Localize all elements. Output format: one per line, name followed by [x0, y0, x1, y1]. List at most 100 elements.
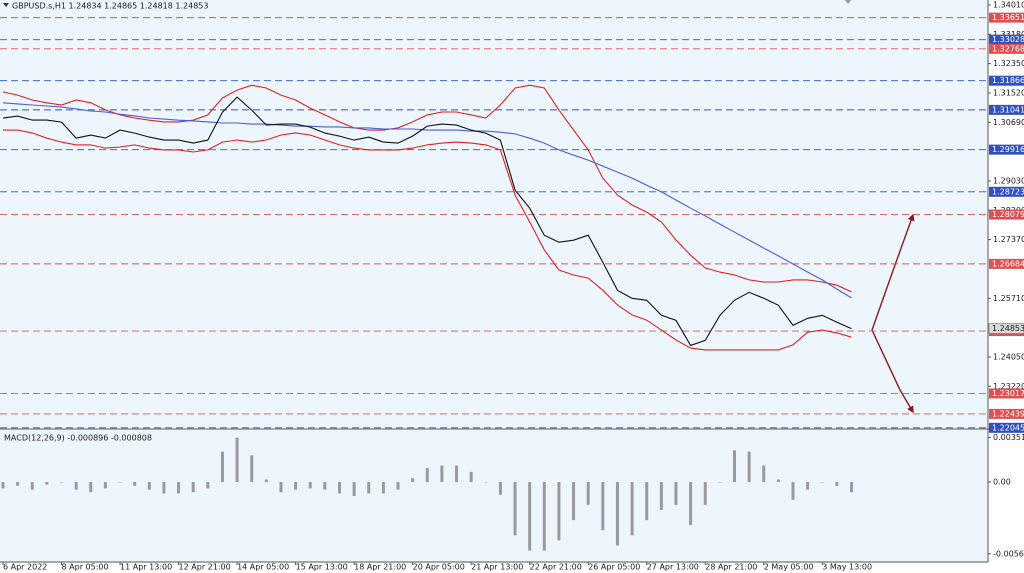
macd-bar — [206, 482, 210, 489]
level-label-box — [989, 186, 1024, 197]
macd-bar — [484, 482, 488, 483]
level-label: 1.33028 — [992, 35, 1024, 44]
macd-bar — [177, 482, 181, 494]
level-label: 1.29916 — [992, 145, 1024, 154]
macd-bar — [791, 482, 795, 500]
x-tick-label: 6 Apr 2022 — [3, 563, 47, 572]
macd-panel — [0, 430, 988, 562]
macd-bar — [60, 482, 64, 483]
menu-triangle[interactable] — [3, 3, 9, 7]
price-line — [2, 96, 852, 347]
y-tick-label: 1.29030 — [993, 176, 1024, 185]
macd-bar — [645, 482, 649, 521]
macd-bar — [30, 482, 34, 490]
projection-down — [871, 329, 914, 414]
x-tick-label: 15 Apr 13:00 — [296, 563, 348, 572]
projection-up — [871, 213, 915, 331]
price-line — [2, 102, 852, 299]
level-label-box — [989, 209, 1024, 220]
x-tick-label: 11 Apr 13:00 — [120, 563, 172, 572]
last-price-label: 1.24853 — [992, 324, 1024, 333]
macd-bar — [835, 482, 839, 486]
macd-bar — [762, 465, 766, 483]
level-label-box — [989, 75, 1024, 86]
macd-bar — [703, 482, 707, 505]
macd-bar — [586, 482, 590, 505]
macd-title: MACD(12,26,9) -0.000896 -0.000808 — [4, 434, 152, 443]
y-tick-label: 1.34010 — [993, 0, 1024, 9]
macd-bar — [367, 482, 371, 494]
macd-bar — [455, 465, 459, 483]
macd-bar — [689, 482, 693, 526]
macd-bar — [103, 482, 107, 489]
level-label-box — [989, 422, 1024, 433]
x-tick-label: 12 Apr 21:00 — [179, 563, 231, 572]
macd-bar — [381, 482, 385, 494]
level-label-box — [989, 43, 1024, 54]
y-tick-label: 1.27370 — [993, 235, 1024, 244]
macd-y-tick-label: 0.003515 — [993, 433, 1024, 442]
macd-y-tick-label: 0.00 — [993, 478, 1011, 487]
macd-bar — [820, 482, 824, 483]
level-label: 1.31041 — [992, 105, 1024, 114]
level-label: 1.31866 — [992, 76, 1024, 85]
macd-bar — [747, 451, 751, 483]
macd-bar — [191, 482, 195, 493]
macd-bar — [162, 482, 166, 494]
level-label: 1.22045 — [992, 423, 1024, 432]
y-tick-label: 1.33180 — [993, 30, 1024, 39]
x-tick-label: 3 May 13:00 — [822, 563, 872, 572]
macd-bar — [542, 482, 546, 551]
macd-bar — [323, 482, 327, 490]
macd-bar — [659, 482, 663, 510]
x-tick-label: 22 Apr 21:00 — [530, 563, 582, 572]
macd-bar — [513, 482, 517, 536]
x-tick-label: 28 Apr 21:00 — [705, 563, 757, 572]
macd-bar — [118, 482, 122, 483]
x-tick-label: 14 Apr 05:00 — [237, 563, 289, 572]
macd-bar — [294, 482, 298, 490]
level-label-box — [989, 388, 1024, 399]
x-tick-label: 8 Apr 05:00 — [62, 563, 109, 572]
level-label: 1.33651 — [992, 13, 1024, 22]
macd-bar — [16, 482, 20, 486]
level-label-box — [989, 104, 1024, 115]
level-label-box — [989, 34, 1024, 45]
x-tick-label: 20 Apr 05:00 — [413, 563, 465, 572]
macd-bar — [630, 482, 634, 536]
macd-bar — [308, 482, 312, 489]
x-tick-label: 21 Apr 13:00 — [471, 563, 523, 572]
macd-bar — [45, 482, 49, 485]
scroll-marker — [845, 0, 851, 4]
level-label: 1.28723 — [992, 187, 1024, 196]
macd-bar — [601, 482, 605, 531]
main-panel — [0, 0, 988, 428]
macd-bar — [250, 455, 254, 483]
level-label: 1.22439 — [992, 409, 1024, 418]
macd-bar — [425, 468, 429, 483]
macd-bar — [615, 482, 619, 546]
level-label: 1.23017 — [992, 389, 1024, 398]
macd-bar — [850, 482, 854, 493]
macd-bar — [279, 482, 283, 493]
macd-bar — [469, 471, 473, 483]
level-label-box — [989, 408, 1024, 419]
macd-y-tick-label: -0.005654 — [993, 549, 1024, 558]
macd-bar — [264, 479, 268, 483]
macd-bar — [557, 482, 561, 541]
macd-bar — [733, 450, 736, 483]
price-line — [3, 129, 852, 351]
level-label: 1.28079 — [992, 210, 1024, 219]
macd-bar — [572, 482, 576, 521]
y-tick-label: 1.31520 — [993, 88, 1024, 97]
x-tick-label: 18 Apr 21:00 — [354, 563, 406, 572]
macd-bar — [337, 482, 341, 494]
y-tick-label: 1.24050 — [993, 352, 1024, 361]
macd-bar — [674, 482, 678, 505]
macd-bar — [396, 482, 400, 490]
y-tick-label: 1.30690 — [993, 118, 1024, 127]
level-label-box — [989, 12, 1024, 23]
macd-bar — [411, 478, 415, 483]
macd-bar — [806, 482, 810, 490]
